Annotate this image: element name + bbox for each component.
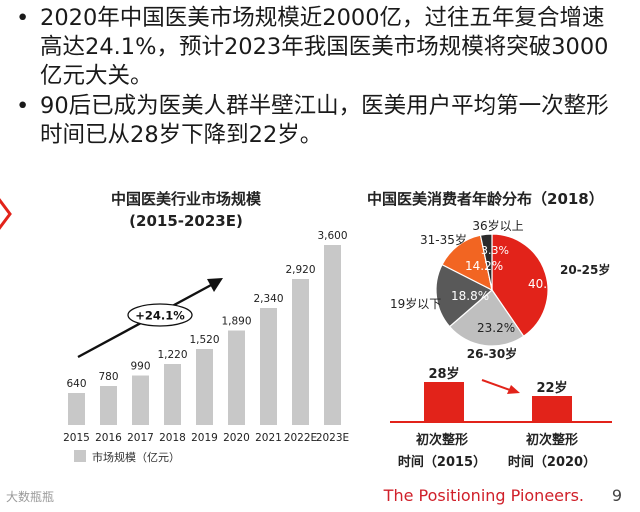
pie-slice-36岁以上 <box>479 233 493 291</box>
pie-slice-20-25岁 <box>491 233 549 338</box>
bar-2017 <box>132 375 149 425</box>
bar-value-2020: 1,890 <box>221 316 251 328</box>
pie-slice-26-30岁 <box>448 289 525 347</box>
bar-2023E <box>324 245 341 425</box>
x-tick-2017: 2017 <box>127 432 154 444</box>
bar-2022E <box>292 279 309 425</box>
age-label-2015-line2: 时间（2015） <box>398 454 486 470</box>
bar-value-2015: 640 <box>66 378 86 390</box>
age-value-2020: 22岁 <box>536 380 567 396</box>
pie-value-40-4: 40.4% <box>528 277 566 291</box>
bar-2018 <box>164 364 181 425</box>
chevron-decoration-icon <box>0 198 12 230</box>
cagr-label: +24.1% <box>135 309 185 323</box>
pie-label-26-30: 26-30岁 <box>467 346 517 361</box>
pie-chart-title: 中国医美消费者年龄分布（2018） <box>367 190 604 208</box>
market-size-bar-chart: 中国医美行业市场规模 (2015-2023E) 6407809901,2201,… <box>63 190 349 464</box>
pie-value-18-8: 18.8% <box>451 289 489 303</box>
pie-label-under-19: 19岁以下 <box>390 296 441 311</box>
bar-2019 <box>196 349 213 425</box>
bullet-text: 90后已成为医美人群半壁江山，医美用户平均第一次整形时间已从28岁下降到22岁。 <box>40 93 609 148</box>
age-value-2015: 28岁 <box>428 366 459 382</box>
bar-value-2017: 990 <box>130 361 150 373</box>
bar-2021 <box>260 308 277 425</box>
age-bar-2020 <box>532 396 572 422</box>
age-label-2020-line2: 时间（2020） <box>508 454 596 470</box>
x-tick-2016: 2016 <box>95 432 122 444</box>
cagr-badge <box>127 303 193 327</box>
footer-logo: 大数瓶瓶 <box>6 490 55 504</box>
age-label-2015-line1: 初次整形 <box>416 432 468 448</box>
legend-label: 市场规模（亿元） <box>92 450 180 464</box>
bar-value-2018: 1,220 <box>157 349 187 361</box>
pie-value-14-2: 14.2% <box>465 259 503 273</box>
bar-2015 <box>68 393 85 425</box>
bar-value-2021: 2,340 <box>253 293 283 305</box>
x-tick-2018: 2018 <box>159 432 186 444</box>
first-surgery-age-chart: 28岁 22岁 初次整形 时间（2015） 初次整形 时间（2020） <box>390 366 612 470</box>
bar-value-2023E: 3,600 <box>317 230 347 242</box>
trend-arrowhead-icon <box>207 278 223 292</box>
bar-2020 <box>228 330 245 425</box>
pie-label-31-35: 31-35岁 <box>420 232 467 247</box>
bar-chart-title: 中国医美行业市场规模 <box>111 190 262 208</box>
decline-arrow <box>481 379 511 391</box>
x-tick-2021: 2021 <box>255 432 282 444</box>
bar-value-2019: 1,520 <box>189 334 219 346</box>
pie-slice-31-35岁 <box>441 234 493 292</box>
bullet-item: • 90后已成为医美人群半壁江山，医美用户平均第一次整形时间已从28岁下降到22… <box>10 92 610 150</box>
bullet-dot: • <box>16 93 30 119</box>
pie-value-3-3: 3.3% <box>481 244 509 257</box>
bullet-item: • 2020年中国医美市场规模近2000亿，过往五年复合增速高达24.1%，预计… <box>10 4 610 91</box>
bar-chart-subtitle: (2015-2023E) <box>129 212 243 230</box>
x-tick-2023E: 2023E <box>316 432 349 444</box>
x-tick-2022E: 2022E <box>284 432 317 444</box>
age-label-2020-line1: 初次整形 <box>526 432 578 448</box>
bullet-dot: • <box>16 5 30 31</box>
footer-tagline: The Positioning Pioneers. <box>383 486 584 505</box>
bar-value-2022E: 2,920 <box>285 264 315 276</box>
legend-swatch <box>74 450 86 462</box>
bar-2016 <box>100 386 117 425</box>
age-bar-2015 <box>424 382 464 422</box>
pie-label-20-25: 20-25岁 <box>560 262 610 277</box>
pie-value-23-2: 23.2% <box>477 321 515 335</box>
x-tick-2020: 2020 <box>223 432 250 444</box>
bullet-list: • 2020年中国医美市场规模近2000亿，过往五年复合增速高达24.1%，预计… <box>10 4 610 150</box>
bullet-text: 2020年中国医美市场规模近2000亿，过往五年复合增速高达24.1%，预计20… <box>40 5 609 89</box>
bar-value-2016: 780 <box>98 371 118 383</box>
pie-slice-19岁以下 <box>435 263 494 328</box>
x-tick-2015: 2015 <box>63 432 90 444</box>
age-distribution-pie-chart: 中国医美消费者年龄分布（2018） 36岁以上 31-35岁 20-25岁 19… <box>367 190 610 361</box>
pie-label-36-plus: 36岁以上 <box>472 218 523 233</box>
x-tick-2019: 2019 <box>191 432 218 444</box>
decline-arrowhead-icon <box>507 385 520 394</box>
page-number: 9 <box>611 486 622 505</box>
